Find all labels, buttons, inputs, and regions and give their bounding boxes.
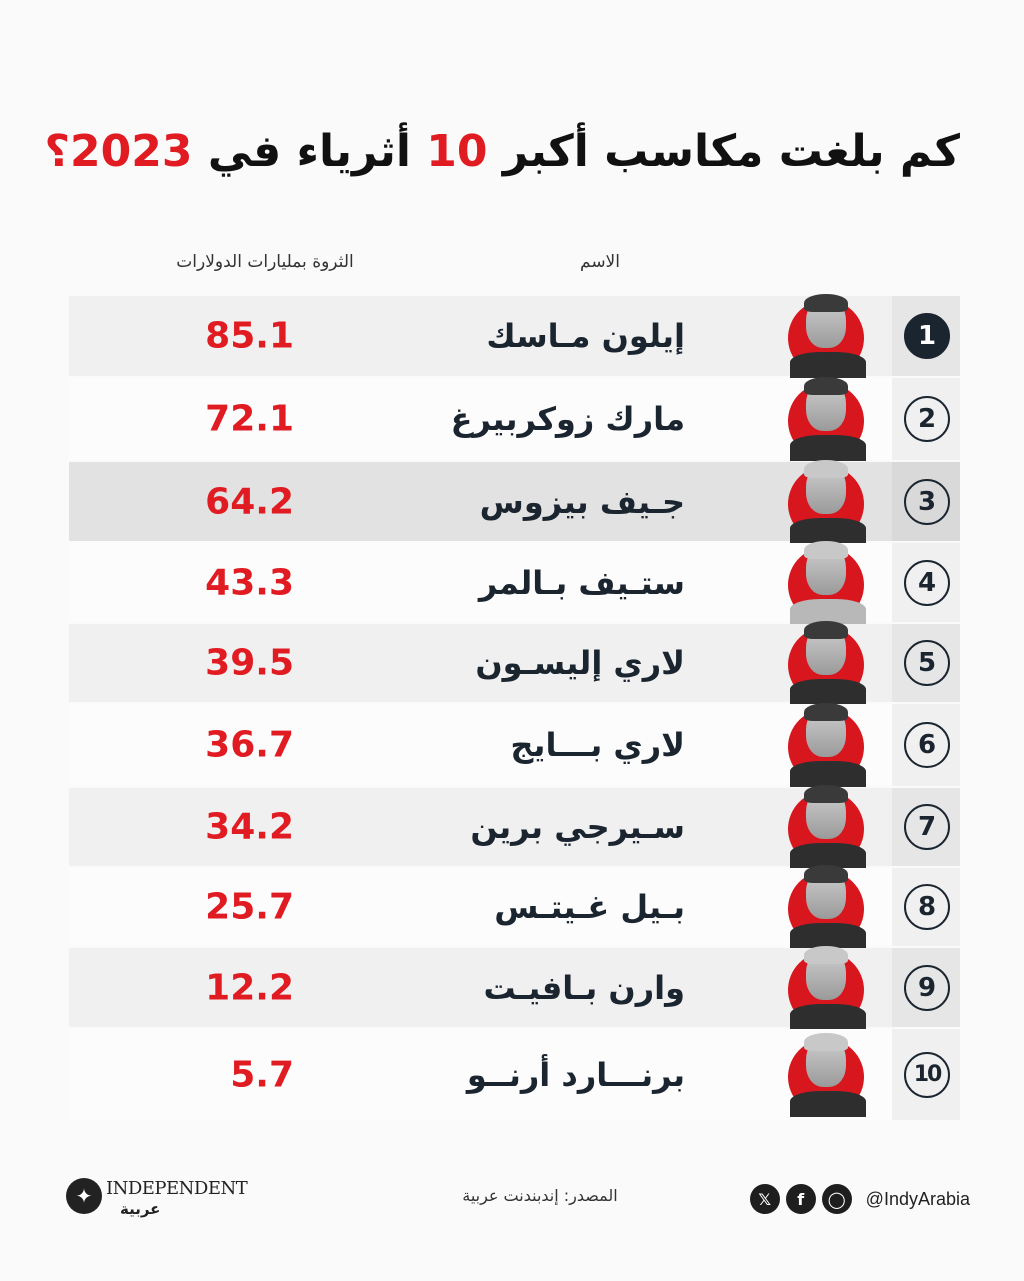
portrait-hair <box>804 377 848 395</box>
portrait-body <box>790 517 866 544</box>
person-name: برنـــارد أرنــو <box>466 1055 685 1094</box>
portrait-body <box>790 1003 866 1030</box>
table-row: 5 لاري إليسـون 39.5 <box>69 621 960 705</box>
portrait-body <box>790 679 866 705</box>
rank-badge: 2 <box>904 396 950 442</box>
portrait-body <box>790 1090 866 1117</box>
instagram-icon[interactable]: ◯ <box>821 1184 852 1214</box>
portrait-hair <box>804 1032 848 1051</box>
person-name: إيلون مـاسك <box>486 317 685 355</box>
table-row: 2 مارك زوكربيرغ 72.1 <box>69 377 960 461</box>
table-row: 7 سـيرجي برين 34.2 <box>69 785 960 869</box>
portrait-hair <box>804 459 848 478</box>
table-row: 1 إيلون مـاسك 85.1 <box>69 294 960 378</box>
independent-arabia-logo: ✦ INDEPENDENT عربية <box>66 1178 248 1218</box>
person-name: مارك زوكربيرغ <box>450 400 685 438</box>
logo-text-ar: عربية <box>120 1200 161 1218</box>
portrait-hair <box>804 621 848 639</box>
logo-text-en: INDEPENDENT <box>106 1178 248 1199</box>
table-row: 8 بـيل غـيتـس 25.7 <box>69 865 960 949</box>
portrait-avatar <box>786 945 870 1030</box>
portrait-avatar <box>786 294 870 378</box>
rank-badge: 3 <box>904 478 950 525</box>
title-prefix: كم بلغت مكاسب أكبر <box>487 126 960 177</box>
table-row: 9 وارن بـافيـت 12.2 <box>69 945 960 1030</box>
wealth-value: 85.1 <box>205 315 294 357</box>
rank-badge: 6 <box>904 722 950 768</box>
wealth-value: 12.2 <box>205 967 294 1008</box>
column-header-wealth: الثروة بمليارات الدولارات <box>176 252 354 272</box>
person-name: ستـيف بـالمر <box>478 563 685 602</box>
portrait-avatar <box>786 865 870 949</box>
wealth-value: 25.7 <box>205 886 294 928</box>
eagle-icon: ✦ <box>66 1178 102 1214</box>
rank-badge: 1 <box>904 313 950 359</box>
rank-badge: 10 <box>904 1051 950 1098</box>
person-name: بـيل غـيتـس <box>494 888 685 926</box>
rank-badge: 9 <box>904 964 950 1011</box>
portrait-avatar <box>786 540 870 625</box>
footer: ✦ INDEPENDENT عربية المصدر: إندبندنت عرب… <box>60 1170 970 1230</box>
portrait-hair <box>804 703 848 721</box>
title-count: 10 <box>426 126 488 177</box>
portrait-avatar <box>786 377 870 461</box>
portrait-avatar <box>786 1032 870 1117</box>
person-name: سـيرجي برين <box>470 808 685 846</box>
social-links: 𝕏 f ◯ @IndyArabia <box>749 1184 970 1214</box>
wealth-value: 64.2 <box>205 481 294 522</box>
portrait-hair <box>804 865 848 883</box>
portrait-avatar <box>786 785 870 869</box>
facebook-icon[interactable]: f <box>785 1184 816 1214</box>
wealth-value: 72.1 <box>205 398 294 440</box>
table-row: 6 لاري بـــايج 36.7 <box>69 703 960 787</box>
wealth-value: 5.7 <box>230 1054 294 1095</box>
page-title: كم بلغت مكاسب أكبر 10 أثرياء في 2023؟ <box>45 112 961 192</box>
rank-badge: 8 <box>904 884 950 930</box>
social-handle[interactable]: @IndyArabia <box>865 1188 970 1209</box>
portrait-hair <box>804 294 848 312</box>
source-note: المصدر: إندبندنت عربية <box>462 1186 618 1205</box>
x-icon[interactable]: 𝕏 <box>749 1184 780 1214</box>
portrait-hair <box>804 945 848 964</box>
rank-badge: 5 <box>904 640 950 686</box>
person-name: لاري بـــايج <box>510 726 685 764</box>
portrait-avatar <box>786 459 870 544</box>
portrait-avatar <box>786 703 870 787</box>
portrait-avatar <box>786 621 870 705</box>
title-middle: أثرياء في <box>192 126 427 177</box>
rank-badge: 7 <box>904 804 950 850</box>
portrait-body <box>790 843 866 869</box>
portrait-hair <box>804 540 848 559</box>
person-name: جـيف بيزوس <box>479 482 685 521</box>
table-row: 10 برنـــارد أرنــو 5.7 <box>69 1029 960 1120</box>
portrait-hair <box>804 785 848 803</box>
table-row: 4 ستـيف بـالمر 43.3 <box>69 540 960 625</box>
title-suffix: ؟ <box>44 126 71 177</box>
wealth-value: 36.7 <box>205 724 294 766</box>
portrait-body <box>790 598 866 625</box>
portrait-body <box>790 352 866 378</box>
column-header-name: الاسم <box>580 252 620 272</box>
portrait-body <box>790 435 866 461</box>
rank-badge: 4 <box>904 559 950 606</box>
title-year: 2023 <box>70 126 193 177</box>
wealth-value: 39.5 <box>205 642 294 684</box>
portrait-body <box>790 923 866 949</box>
wealth-value: 34.2 <box>205 806 294 848</box>
person-name: لاري إليسـون <box>475 644 685 682</box>
wealth-value: 43.3 <box>205 562 294 603</box>
portrait-body <box>790 761 866 787</box>
table-row: 3 جـيف بيزوس 64.2 <box>69 459 960 544</box>
person-name: وارن بـافيـت <box>483 968 685 1007</box>
